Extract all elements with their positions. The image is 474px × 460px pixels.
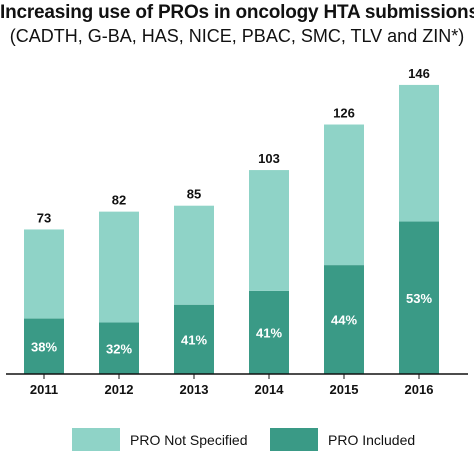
x-tick-label-2016: 2016 [405,382,434,397]
chart-subtitle: (CADTH, G-BA, HAS, NICE, PBAC, SMC, TLV … [9,26,465,46]
bar-pro-not-specified-2014 [249,170,289,291]
legend-item-pro-not-specified: PRO Not Specified [72,428,248,451]
bar-pro-not-specified-2013 [174,205,214,305]
bar-pro-included-2014 [249,290,289,374]
total-label-2013: 85 [187,187,201,202]
bar-pro-included-2012 [99,322,139,374]
x-tick-label-2013: 2013 [180,382,209,397]
legend-swatch-pro-not-specified [72,428,120,451]
bar-pro-included-2011 [24,318,64,374]
bar-pro-included-2015 [324,265,364,374]
percent-label-2014: 41% [256,325,282,340]
bar-pro-not-specified-2011 [24,229,64,319]
bar-pro-not-specified-2016 [399,84,439,222]
total-label-2015: 126 [333,106,355,121]
legend-label-pro-included: PRO Included [328,431,416,448]
total-label-2016: 146 [408,66,430,81]
bar-pro-included-2013 [174,304,214,374]
x-tick-label-2011: 2011 [30,382,58,397]
x-tick-label-2012: 2012 [105,382,134,397]
chart-title: Increasing use of PROs in oncology HTA s… [0,2,474,23]
percent-label-2011: 38% [31,339,57,354]
legend-item-pro-included: PRO Included [270,428,415,451]
bar-pro-not-specified-2012 [99,211,139,323]
legend-label-pro-not-specified: PRO Not Specified [130,431,248,448]
percent-label-2012: 32% [106,341,132,356]
percent-label-2016: 53% [406,291,432,306]
total-label-2012: 82 [112,193,126,208]
total-label-2014: 103 [258,151,280,166]
percent-label-2015: 44% [331,313,357,328]
bar-pro-included-2016 [399,221,439,374]
percent-label-2013: 41% [181,332,207,347]
x-tick-label-2014: 2014 [255,382,285,397]
total-label-2011: 73 [37,210,51,225]
x-tick-label-2015: 2015 [330,382,359,397]
bar-pro-not-specified-2015 [324,124,364,266]
legend-swatch-pro-included [270,428,318,451]
